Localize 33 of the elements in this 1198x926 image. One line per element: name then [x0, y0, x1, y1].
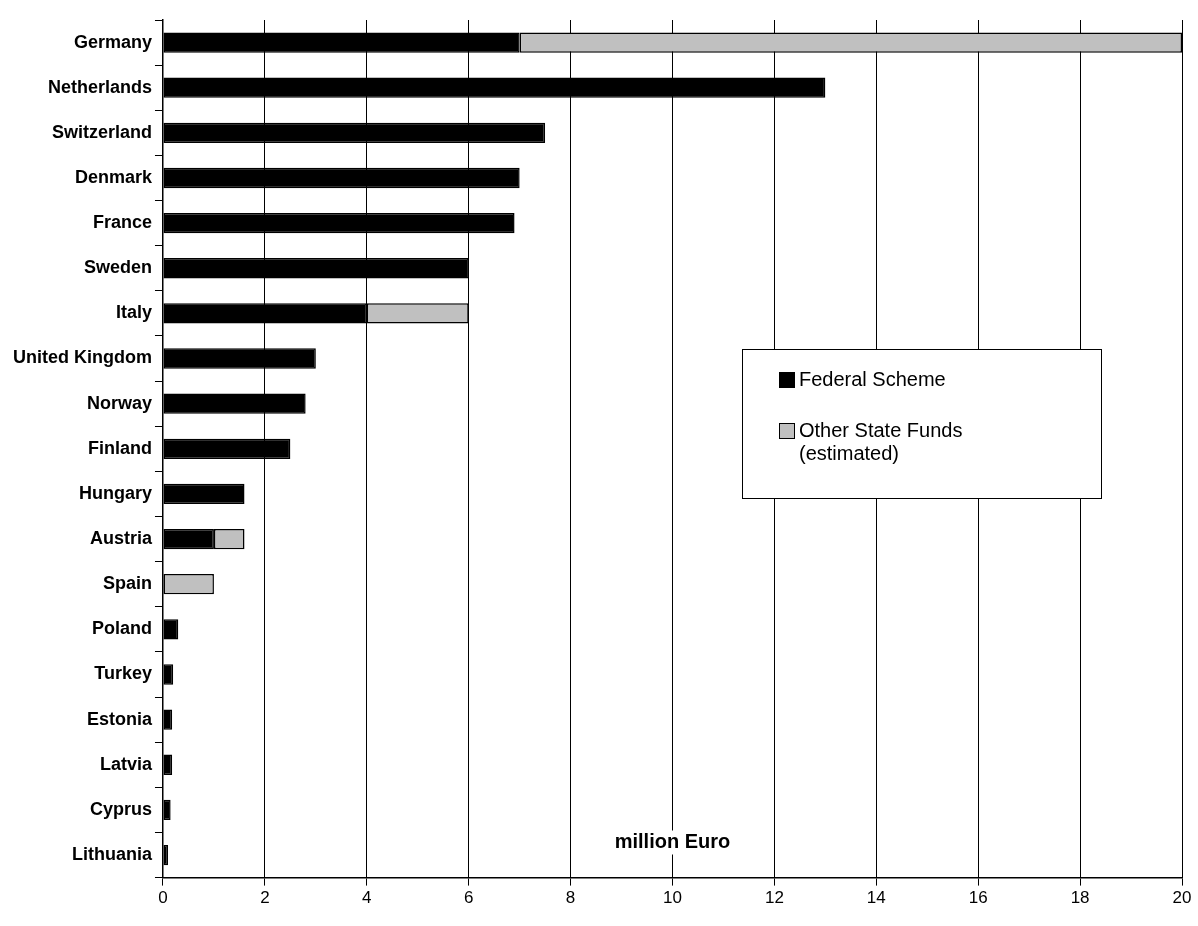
- x-tick-label: 0: [158, 888, 168, 908]
- y-tick-label: Italy: [115, 302, 152, 323]
- y-tick-label: Norway: [86, 392, 152, 413]
- y-tick-label: Spain: [102, 573, 152, 594]
- y-tick-label: Poland: [91, 618, 152, 639]
- y-tick-label: Germany: [73, 31, 152, 52]
- x-tick-label: 20: [1172, 888, 1192, 908]
- y-tick-label: Estonia: [86, 708, 153, 729]
- y-tick-label: Austria: [89, 528, 153, 549]
- y-tick-label: Cyprus: [89, 798, 152, 819]
- legend-label: Federal Scheme: [799, 367, 946, 391]
- x-tick-label: 18: [1070, 888, 1090, 908]
- y-tick-label: Sweden: [83, 257, 152, 278]
- x-tick-label: 16: [968, 888, 988, 908]
- y-tick-label: Denmark: [74, 166, 153, 187]
- x-tick-label: 6: [463, 888, 474, 908]
- y-tick-label: Latvia: [99, 753, 153, 774]
- y-tick-label: United Kingdom: [13, 347, 152, 368]
- y-tick-label: Turkey: [94, 663, 152, 684]
- y-tick-label: Hungary: [78, 482, 152, 503]
- x-tick-label: 10: [663, 888, 682, 908]
- annotation: million Euro: [614, 830, 731, 853]
- x-tick-label: 4: [362, 888, 372, 908]
- legend-label: Other State Funds (estimated): [799, 418, 964, 465]
- y-tick-label: Netherlands: [47, 76, 152, 97]
- x-tick-label: 8: [565, 888, 576, 908]
- y-tick-label: Lithuania: [71, 844, 153, 864]
- y-tick-label: France: [92, 212, 152, 233]
- y-tick-label: Finland: [87, 437, 152, 458]
- x-tick-label: 2: [260, 888, 270, 908]
- x-tick-label: 14: [866, 888, 886, 908]
- y-tick-label: Switzerland: [51, 121, 152, 142]
- x-tick-label: 12: [764, 888, 784, 908]
